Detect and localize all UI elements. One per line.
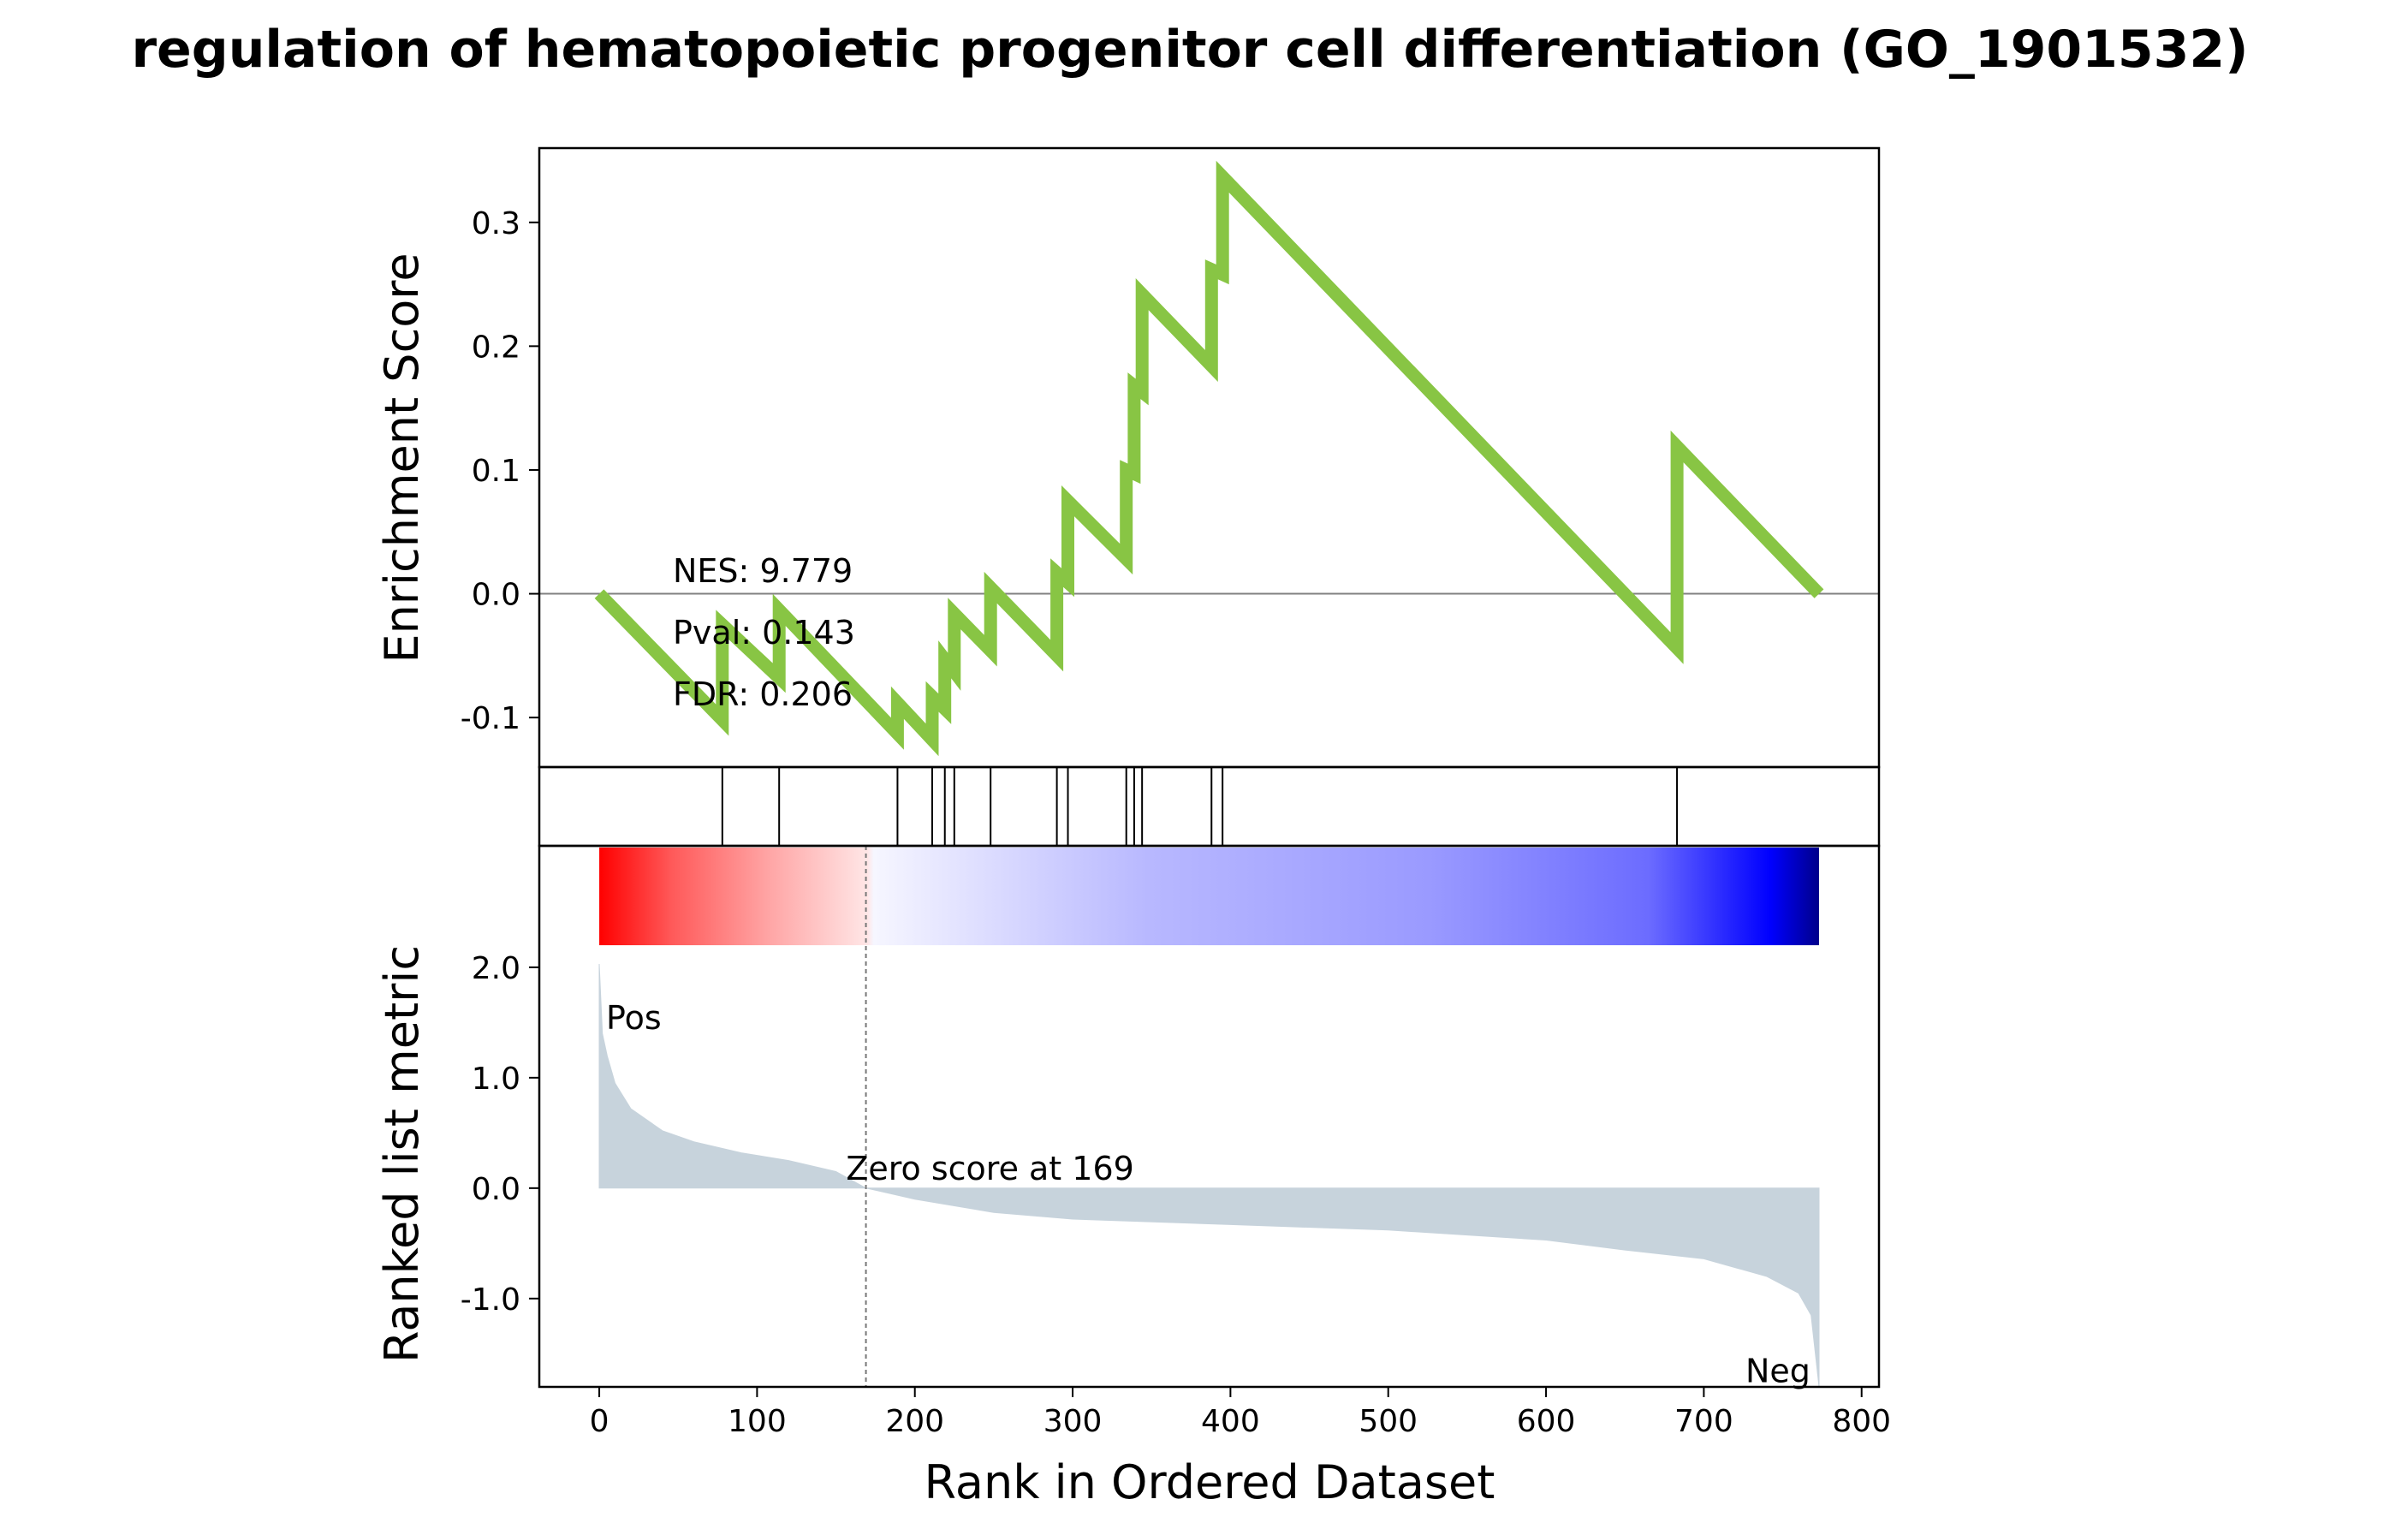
enrichment-stats: NES: 9.779 Pval: 0.143 FDR: 0.206: [673, 552, 855, 713]
pval-label: Pval: 0.143: [673, 614, 855, 651]
ranked-metric-y-axis-label: Ranked list metric: [375, 945, 429, 1363]
x-axis-ticks: 0 100 200 300 400 500 600 700 800: [590, 1387, 1891, 1439]
chart-title: regulation of hematopoietic progenitor c…: [131, 20, 2248, 80]
hits-panel-frame: [538, 765, 1881, 848]
x-axis-label: Rank in Ordered Dataset: [925, 1455, 1495, 1509]
enrichment-y-tick-label: -0.1: [461, 701, 520, 736]
x-tick-label: 700: [1674, 1404, 1733, 1439]
x-tick-label: 0: [590, 1404, 609, 1439]
enrichment-panel: NES: 9.779 Pval: 0.143 FDR: 0.206 Enrich…: [375, 146, 1881, 769]
x-tick-label: 600: [1517, 1404, 1576, 1439]
hit-markers: [721, 767, 1679, 846]
x-tick-label: 300: [1043, 1404, 1103, 1439]
enrichment-y-ticks: -0.1 0.0 0.1 0.2 0.3: [461, 206, 539, 736]
nes-label: NES: 9.779: [673, 552, 853, 590]
rank-heatmap-bar: [599, 848, 1819, 946]
x-tick-label: 400: [1201, 1404, 1260, 1439]
x-tick-label: 100: [728, 1404, 787, 1439]
enrichment-y-tick-label: 0.2: [472, 330, 520, 365]
ranked-metric-y-tick-label: -1.0: [461, 1282, 520, 1318]
fdr-label: FDR: 0.206: [673, 675, 853, 713]
ranked-metric-area: [598, 963, 1820, 1388]
ranked-metric-panel-frame: [538, 844, 1881, 1389]
enrichment-y-tick-label: 0.0: [472, 578, 520, 613]
hits-panel: [538, 765, 1881, 848]
ranked-metric-y-ticks: -1.0 0.0 1.0 2.0: [461, 951, 539, 1318]
ranked-metric-panel: Zero score at 169 Pos Neg -1.00.01.02.0 …: [375, 844, 1881, 1390]
enrichment-y-tick-label: 0.1: [472, 454, 520, 489]
x-tick-label: 800: [1832, 1404, 1891, 1439]
ranked-metric-y-tick-label: 2.0: [472, 951, 520, 986]
enrichment-y-axis-label: Enrichment Score: [375, 253, 429, 663]
neg-label: Neg: [1745, 1353, 1810, 1390]
enrichment-y-tick-label: 0.3: [472, 206, 520, 241]
ranked-metric-y-tick-label: 0.0: [472, 1172, 520, 1207]
x-tick-label: 500: [1359, 1404, 1418, 1439]
zero-score-label: Zero score at 169: [846, 1150, 1134, 1187]
x-tick-label: 200: [885, 1404, 944, 1439]
pos-label: Pos: [606, 999, 662, 1037]
ranked-metric-y-tick-label: 1.0: [472, 1062, 520, 1097]
enrichment-score-line: [594, 160, 1824, 757]
